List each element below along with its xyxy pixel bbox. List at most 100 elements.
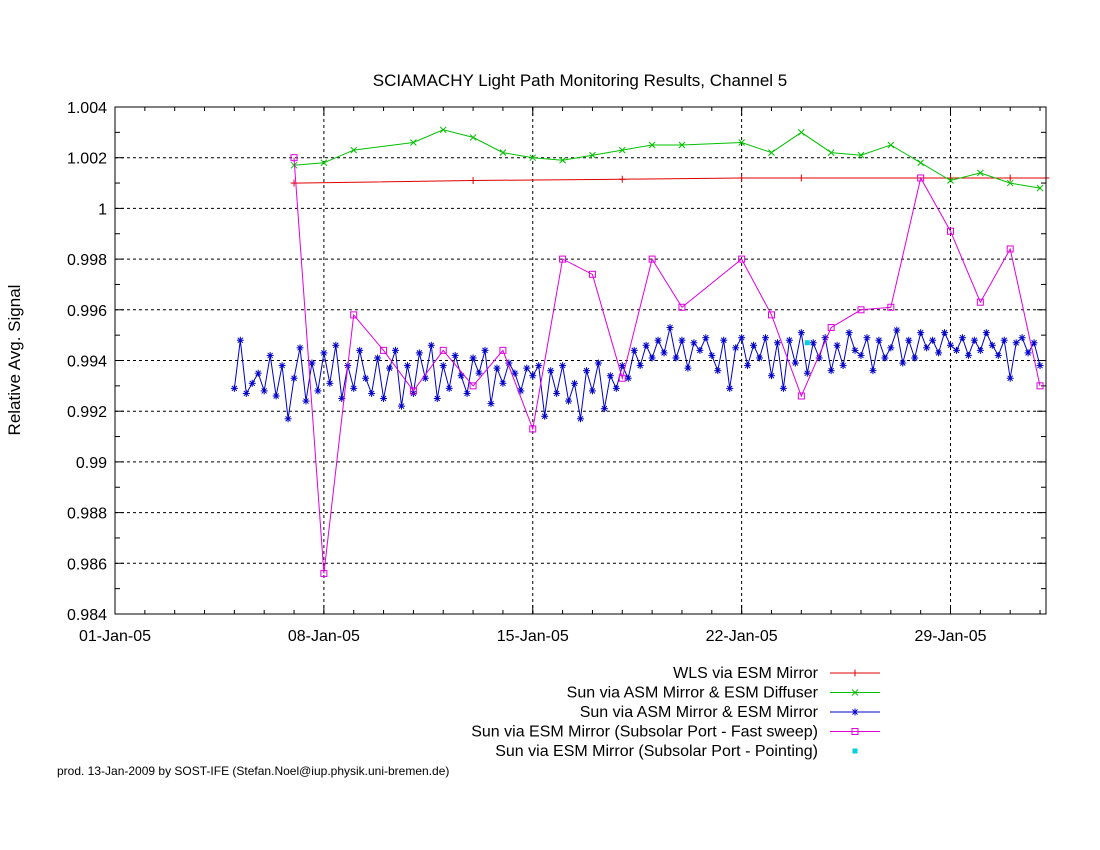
data-point [600,405,608,413]
data-point [1012,339,1020,347]
axis-ticks: 0.984 0.986 0.988 0.99 0.992 0.994 0.996 0.998 1… [67,100,1046,645]
data-point [260,387,268,395]
data-point [851,346,859,354]
data-point [756,354,764,362]
data-point [529,425,537,433]
data-point [266,351,274,359]
series-5 [804,340,810,346]
data-point [852,748,858,754]
data-point [851,669,859,677]
data-point [451,351,459,359]
footer-credit: prod. 13-Jan-2009 by SOST-IFE (Stefan.No… [57,764,450,778]
legend-swatch [830,728,880,735]
data-point [917,174,925,182]
data-point [791,359,799,367]
data-point [648,141,656,149]
data-point [803,369,811,377]
data-point [887,303,895,311]
data-point [547,367,555,375]
data-point [982,329,990,337]
data-point [499,149,507,156]
data-point [767,311,775,319]
y-tick-label: 0.994 [67,354,107,371]
data-point [320,159,328,167]
data-point [403,362,411,370]
data-point [773,339,781,347]
data-point [1000,336,1008,344]
data-point [827,149,835,156]
data-point [738,174,746,182]
data-point [589,151,596,159]
data-point [648,354,656,362]
data-point [952,346,960,354]
data-point [976,169,984,177]
data-point [947,177,954,184]
data-point [618,374,626,382]
data-point [481,346,489,354]
data-point [541,412,549,420]
data-point [947,227,955,235]
y-tick-label: 0.996 [67,303,107,320]
data-point [1036,382,1044,390]
legend-label: WLS via ESM Mirror [673,665,819,682]
y-tick-label: 1 [98,201,107,218]
legend-label: Sun via ESM Mirror (Subsolar Port - Fast… [471,724,818,741]
data-point [869,367,877,375]
data-point [463,389,471,397]
data-point [636,362,644,370]
data-point [678,303,686,311]
x-tick-label: 29-Jan-05 [914,628,986,645]
data-point [487,400,495,408]
data-point [308,359,316,367]
data-point [618,146,626,154]
data-point [821,334,829,342]
data-point [630,346,638,354]
data-point [397,402,405,410]
data-point [714,367,722,375]
data-point [827,367,835,375]
data-point [499,379,507,387]
data-point [380,346,388,354]
data-point [905,336,913,344]
data-point [666,324,674,332]
data-point [875,336,883,344]
data-point [767,372,775,380]
data-point [768,149,775,156]
series-layer [230,126,1050,577]
y-tick-label: 1.002 [67,151,107,168]
data-point [320,569,328,577]
data-point [1036,362,1044,370]
data-point [732,344,740,352]
data-point [469,382,477,390]
data-point [797,174,805,182]
data-point [809,339,817,347]
data-point [1006,245,1014,253]
data-point [362,374,370,382]
data-point [290,374,298,382]
data-point [887,141,895,149]
data-point [290,179,298,187]
data-point [284,415,292,423]
data-point [797,392,805,400]
data-point [272,392,280,400]
data-point [1006,174,1014,182]
data-point [958,334,966,342]
data-point [529,154,537,162]
data-point [678,141,686,149]
data-point [970,336,978,344]
data-point [923,344,931,352]
x-tick-label: 01-Jan-05 [79,628,151,645]
data-point [296,344,304,352]
data-point [618,175,626,183]
data-point [374,354,382,362]
y-tick-label: 0.992 [67,404,107,421]
data-point [606,372,614,380]
data-point [893,326,901,334]
data-point [475,369,483,377]
data-point [804,340,810,346]
legend-swatch [830,708,880,716]
y-tick-label: 0.998 [67,252,107,269]
data-point [588,270,596,278]
data-point [738,255,746,263]
